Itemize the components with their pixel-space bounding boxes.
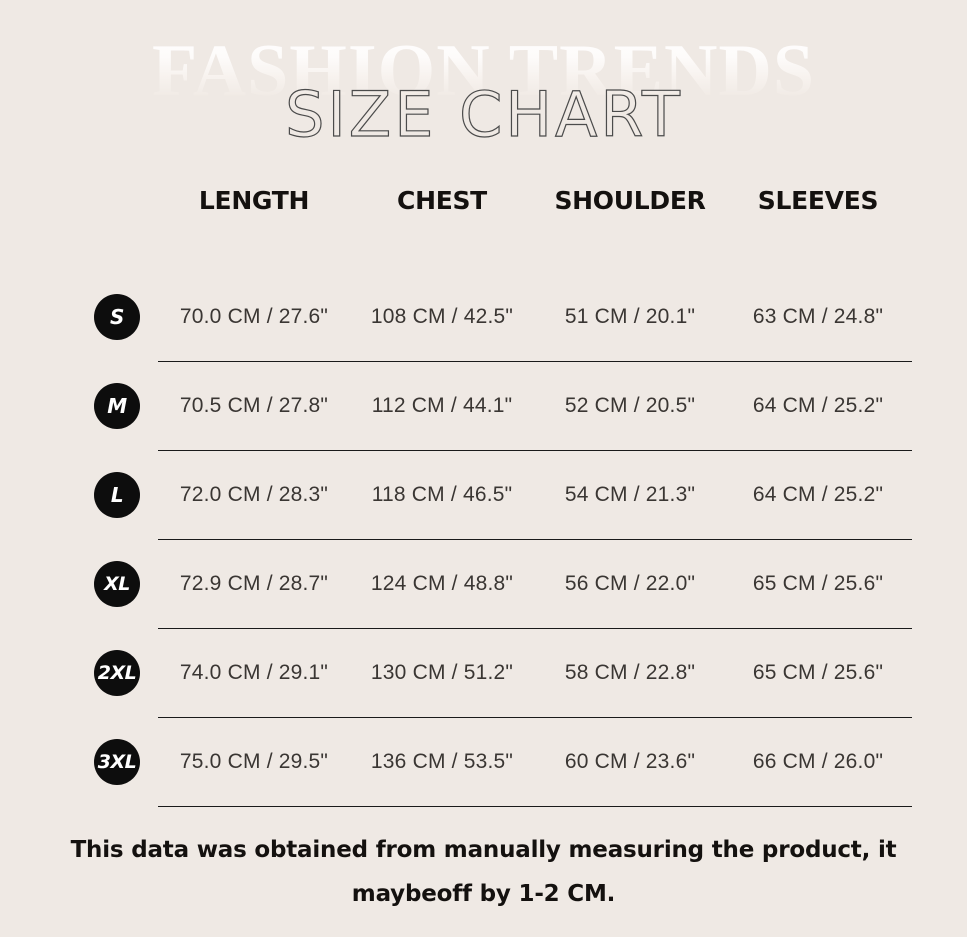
cell-sleeves: 65 CM / 25.6" xyxy=(752,572,884,595)
column-header-shoulder: SHOULDER xyxy=(554,186,706,215)
table-body: S 70.0 CM / 27.6" 108 CM / 42.5" 51 CM /… xyxy=(92,273,912,807)
divider-line xyxy=(158,450,912,451)
cell-chest: 136 CM / 53.5" xyxy=(370,750,514,773)
cell-chest: 112 CM / 44.1" xyxy=(371,394,513,417)
row-divider xyxy=(92,539,912,540)
row-divider xyxy=(92,806,912,807)
table-row: 3XL 75.0 CM / 29.5" 136 CM / 53.5" 60 CM… xyxy=(92,718,912,806)
size-badge-cell: 2XL xyxy=(92,629,160,717)
size-badge: 2XL xyxy=(94,650,140,696)
page-title: SIZE CHART xyxy=(0,78,967,156)
cell-sleeves: 63 CM / 24.8" xyxy=(752,305,884,328)
size-badge: 3XL xyxy=(94,739,140,785)
row-divider xyxy=(92,717,912,718)
column-header-chest: CHEST xyxy=(397,186,487,215)
size-badge: S xyxy=(94,294,140,340)
column-header-size xyxy=(92,186,160,273)
cell-length: 70.5 CM / 27.8" xyxy=(179,394,329,417)
cell-sleeves: 64 CM / 25.2" xyxy=(752,483,884,506)
divider-line xyxy=(158,539,912,540)
header-row: LENGTH CHEST SHOULDER SLEEVES xyxy=(92,186,912,273)
cell-sleeves: 64 CM / 25.2" xyxy=(752,394,884,417)
cell-chest: 118 CM / 46.5" xyxy=(371,483,513,506)
cell-shoulder: 51 CM / 20.1" xyxy=(564,305,696,328)
column-header-sleeves: SLEEVES xyxy=(757,186,879,215)
measurement-disclaimer: This data was obtained from manually mea… xyxy=(0,828,967,916)
table-row: L 72.0 CM / 28.3" 118 CM / 46.5" 54 CM /… xyxy=(92,451,912,539)
cell-length: 75.0 CM / 29.5" xyxy=(179,750,329,773)
row-divider xyxy=(92,628,912,629)
watermark-headline: FASHION TRENDS xyxy=(0,28,967,118)
size-chart-table-wrapper: LENGTH CHEST SHOULDER SLEEVES S 70.0 CM … xyxy=(0,186,967,807)
table-row: S 70.0 CM / 27.6" 108 CM / 42.5" 51 CM /… xyxy=(92,273,912,361)
cell-shoulder: 58 CM / 22.8" xyxy=(564,661,696,684)
size-badge-cell: S xyxy=(92,273,160,361)
size-badge-cell: M xyxy=(92,362,160,450)
disclaimer-line-1: This data was obtained from manually mea… xyxy=(70,837,897,863)
cell-length: 74.0 CM / 29.1" xyxy=(179,661,329,684)
table-row: XL 72.9 CM / 28.7" 124 CM / 48.8" 56 CM … xyxy=(92,540,912,628)
divider-line xyxy=(158,806,912,807)
size-badge: L xyxy=(94,472,140,518)
divider-line xyxy=(158,717,912,718)
row-divider xyxy=(92,361,912,362)
cell-shoulder: 52 CM / 20.5" xyxy=(564,394,696,417)
size-badge-cell: L xyxy=(92,451,160,539)
cell-length: 72.0 CM / 28.3" xyxy=(179,483,329,506)
cell-shoulder: 60 CM / 23.6" xyxy=(564,750,696,773)
cell-chest: 130 CM / 51.2" xyxy=(370,661,514,684)
cell-shoulder: 56 CM / 22.0" xyxy=(564,572,696,595)
size-badge-cell: 3XL xyxy=(92,718,160,806)
table-row: 2XL 74.0 CM / 29.1" 130 CM / 51.2" 58 CM… xyxy=(92,629,912,717)
column-header-length: LENGTH xyxy=(198,186,310,215)
cell-chest: 124 CM / 48.8" xyxy=(370,572,514,595)
disclaimer-line-2: maybeoff by 1-2 CM. xyxy=(351,881,616,907)
size-chart-title-text: SIZE CHART xyxy=(285,78,683,151)
size-badge-cell: XL xyxy=(92,540,160,628)
divider-line xyxy=(158,361,912,362)
table-row: M 70.5 CM / 27.8" 112 CM / 44.1" 52 CM /… xyxy=(92,362,912,450)
cell-length: 70.0 CM / 27.6" xyxy=(179,305,329,328)
divider-line xyxy=(158,628,912,629)
watermark-text: FASHION TRENDS xyxy=(0,28,967,114)
size-table: LENGTH CHEST SHOULDER SLEEVES S 70.0 CM … xyxy=(92,186,912,807)
cell-chest: 108 CM / 42.5" xyxy=(370,305,514,328)
size-chart-title-svg: SIZE CHART xyxy=(284,78,683,152)
row-divider xyxy=(92,450,912,451)
table-head: LENGTH CHEST SHOULDER SLEEVES xyxy=(92,186,912,273)
cell-sleeves: 66 CM / 26.0" xyxy=(752,750,884,773)
cell-sleeves: 65 CM / 25.6" xyxy=(752,661,884,684)
size-badge: XL xyxy=(94,561,140,607)
cell-length: 72.9 CM / 28.7" xyxy=(179,572,329,595)
size-badge: M xyxy=(94,383,140,429)
cell-shoulder: 54 CM / 21.3" xyxy=(564,483,696,506)
